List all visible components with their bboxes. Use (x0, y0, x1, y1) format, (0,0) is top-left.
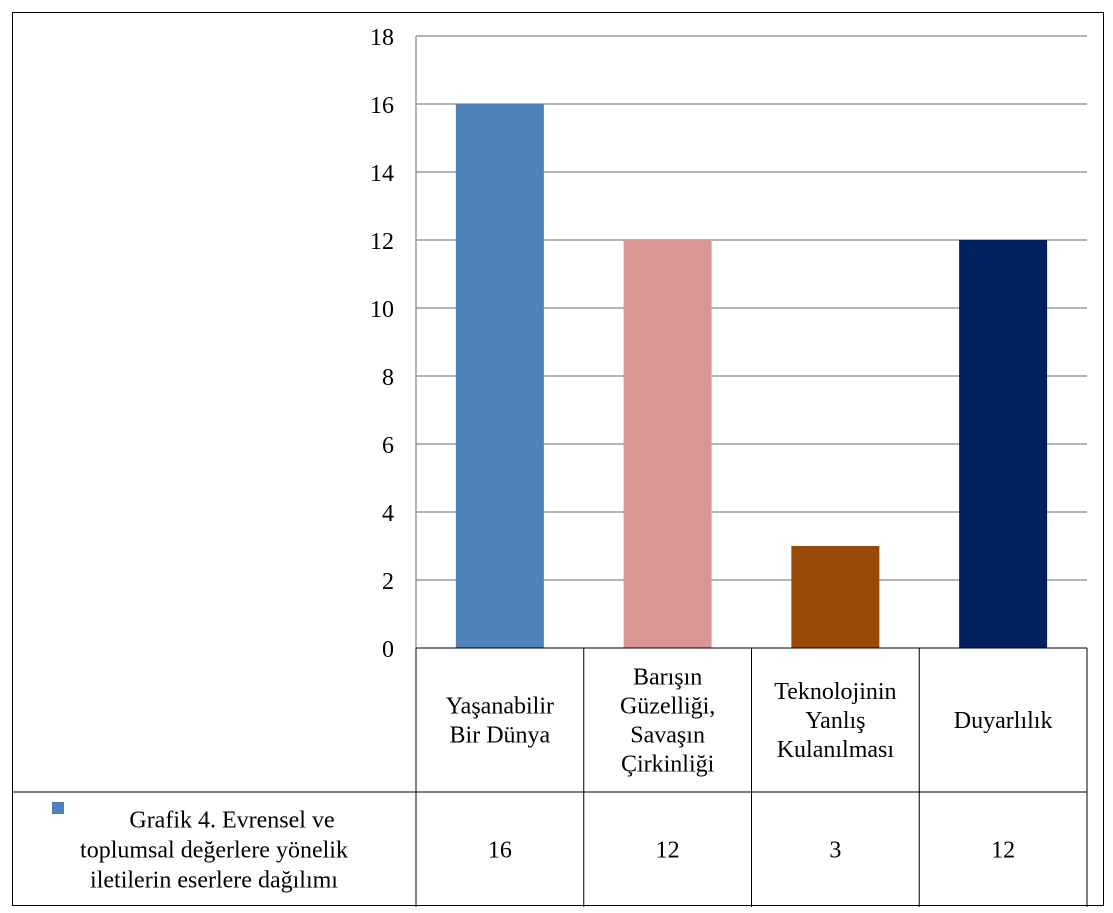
data-table-value: 3 (829, 838, 841, 864)
bar (959, 240, 1048, 648)
y-tick-label: 8 (382, 365, 394, 391)
x-category-label: Duyarlılık (954, 708, 1053, 734)
y-tick-label: 18 (370, 25, 394, 51)
chart-frame (12, 12, 1104, 906)
data-table-value: 12 (656, 838, 680, 864)
x-category-label: Barışın Güzelliği, Savaşın Çirkinliği (620, 665, 715, 778)
x-category-label: Teknolojinin Yanlış Kulanılması (774, 679, 896, 763)
y-tick-label: 14 (370, 161, 394, 187)
y-tick-label: 12 (370, 229, 394, 255)
bar (455, 104, 544, 648)
bar (623, 240, 712, 648)
y-tick-label: 4 (382, 501, 394, 527)
legend-series-name: Grafik 4. Evrensel ve toplumsal değerlere… (80, 808, 348, 894)
legend-swatch (52, 802, 64, 814)
data-table-value: 16 (488, 838, 512, 864)
y-tick-label: 10 (370, 297, 394, 323)
bar (791, 546, 880, 648)
y-tick-label: 2 (382, 569, 394, 595)
y-tick-label: 16 (370, 93, 394, 119)
data-table-value: 12 (991, 838, 1015, 864)
x-category-label: Yaşanabilir Bir Dünya (446, 694, 554, 749)
y-tick-label: 6 (382, 433, 394, 459)
y-tick-label: 0 (382, 637, 394, 663)
